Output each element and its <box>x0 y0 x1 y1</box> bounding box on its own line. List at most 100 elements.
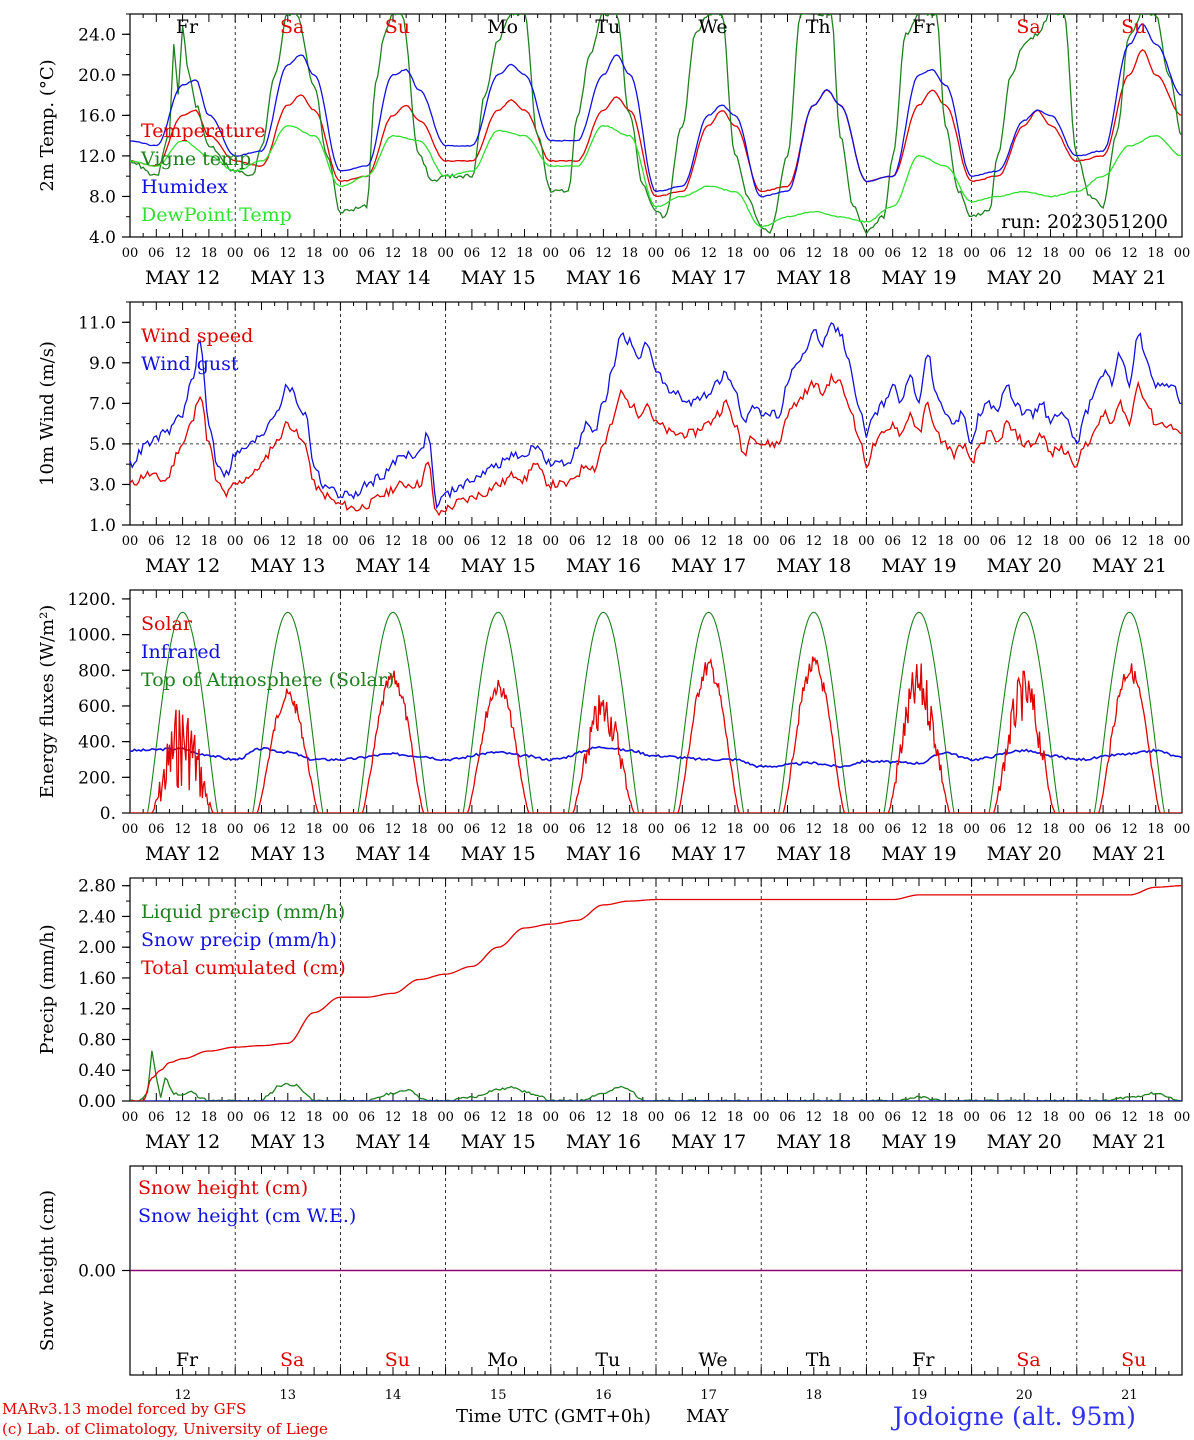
plot-area <box>130 885 1182 1101</box>
x-hour-label: 06 <box>253 534 270 549</box>
y-tick-label: 9.0 <box>89 354 116 374</box>
x-hour-label: 18 <box>937 1110 954 1125</box>
x-hour-label: 12 <box>1016 822 1033 837</box>
x-day-label: MAY 13 <box>250 555 325 577</box>
x-hour-label: 12 <box>700 1110 717 1125</box>
x-hour-label: 00 <box>437 1110 454 1125</box>
x-hour-label: 00 <box>122 1110 139 1125</box>
x-day-label: MAY 18 <box>776 843 851 865</box>
x-hour-label: 06 <box>1095 822 1112 837</box>
x-day-label: MAY 21 <box>1092 555 1167 577</box>
x-hour-label: 18 <box>201 246 218 261</box>
x-day-label: MAY 17 <box>671 843 746 865</box>
y-tick-label: 1.0 <box>89 516 116 536</box>
x-day-label: MAY 21 <box>1092 267 1167 289</box>
x-hour-label: 18 <box>411 534 428 549</box>
weekday-label: Fr <box>176 16 199 38</box>
x-hour-label: 00 <box>437 822 454 837</box>
x-hour-label: 12 <box>1121 822 1138 837</box>
x-hour-label: 18 <box>621 1110 638 1125</box>
y-tick-label: 8.0 <box>89 187 116 207</box>
weekday-label: Mo <box>487 16 518 38</box>
x-day-label: MAY 12 <box>145 843 220 865</box>
day-number: 19 <box>911 1388 928 1403</box>
x-hour-label: 18 <box>516 822 533 837</box>
x-hour-label: 12 <box>1121 1110 1138 1125</box>
x-hour-label: 06 <box>779 246 796 261</box>
x-hour-label: 06 <box>884 534 901 549</box>
legend-entry: Total cumulated (cm) <box>141 957 346 979</box>
x-hour-label: 18 <box>621 246 638 261</box>
x-hour-label: 18 <box>411 822 428 837</box>
x-hour-label: 18 <box>1147 1110 1164 1125</box>
x-hour-label: 06 <box>358 822 375 837</box>
x-hour-label: 00 <box>227 1110 244 1125</box>
x-hour-label: 06 <box>779 1110 796 1125</box>
x-hour-label: 00 <box>122 534 139 549</box>
x-day-label: MAY 18 <box>776 267 851 289</box>
x-hour-label: 06 <box>358 246 375 261</box>
x-hour-label: 06 <box>674 534 691 549</box>
weekday-label: Th <box>806 1349 831 1371</box>
y-tick-label: 20.0 <box>78 66 116 86</box>
x-hour-label: 12 <box>1016 246 1033 261</box>
legend-entry: Humidex <box>141 176 228 198</box>
x-hour-label: 12 <box>490 1110 507 1125</box>
y-tick-label: 1.60 <box>78 969 116 989</box>
station-name: Jodoigne (alt. 95m) <box>893 1402 1136 1431</box>
x-day-label: MAY 21 <box>1092 843 1167 865</box>
legend-entry: Infrared <box>141 641 221 663</box>
x-hour-label: 12 <box>280 822 297 837</box>
x-hour-label: 06 <box>1095 1110 1112 1125</box>
day-number: 18 <box>806 1388 823 1403</box>
x-hour-label: 12 <box>1016 534 1033 549</box>
x-hour-label: 18 <box>937 246 954 261</box>
plot-frame <box>129 589 1183 814</box>
x-hour-label: 18 <box>1042 246 1059 261</box>
weekday-label: Fr <box>176 1349 199 1371</box>
series-temperature <box>130 49 1182 197</box>
x-hour-label: 18 <box>306 1110 323 1125</box>
x-hour-label: 06 <box>148 246 165 261</box>
y-tick-label: 0.40 <box>78 1061 116 1081</box>
series-humidex <box>130 23 1182 198</box>
x-hour-label: 00 <box>437 534 454 549</box>
x-hour-label: 12 <box>385 246 402 261</box>
x-hour-label: 00 <box>332 534 349 549</box>
x-hour-label: 18 <box>201 534 218 549</box>
x-hour-label: 06 <box>358 534 375 549</box>
x-hour-label: 00 <box>227 534 244 549</box>
x-hour-label: 06 <box>990 822 1007 837</box>
x-day-label: MAY 17 <box>671 555 746 577</box>
x-hour-label: 12 <box>280 246 297 261</box>
x-hour-label: 06 <box>884 246 901 261</box>
x-hour-label: 06 <box>884 822 901 837</box>
series-wind-speed <box>130 372 1182 517</box>
day-number: 14 <box>385 1388 402 1403</box>
x-day-label: MAY 16 <box>566 1131 641 1153</box>
day-number: 21 <box>1121 1388 1138 1403</box>
x-hour-label: 18 <box>832 534 849 549</box>
x-day-label: MAY 16 <box>566 267 641 289</box>
x-hour-label: 00 <box>648 822 665 837</box>
x-hour-label: 12 <box>490 534 507 549</box>
x-hour-label: 18 <box>1042 534 1059 549</box>
x-hour-label: 18 <box>1147 534 1164 549</box>
legend-entry: Wind gust <box>141 353 239 375</box>
x-day-label: MAY 14 <box>355 555 430 577</box>
x-hour-label: 18 <box>1042 1110 1059 1125</box>
x-hour-label: 06 <box>1095 246 1112 261</box>
x-day-label: MAY 16 <box>566 555 641 577</box>
panel-energy: 0. 200. 400. 600. 800. 1000. 1200. Energy fluxe… <box>37 589 1190 865</box>
x-hour-label: 00 <box>753 822 770 837</box>
legend-entry: Solar <box>141 613 193 635</box>
series-top-of-atmosphere <box>130 611 1182 813</box>
x-hour-label: 18 <box>1147 246 1164 261</box>
x-day-label: MAY 20 <box>987 843 1062 865</box>
credit-line-1: MARv3.13 model forced by GFS <box>2 1400 247 1418</box>
x-hour-label: 00 <box>122 246 139 261</box>
y-tick-label: 12.0 <box>78 147 116 167</box>
y-tick-label: 600. <box>78 697 116 717</box>
x-hour-label: 00 <box>227 246 244 261</box>
